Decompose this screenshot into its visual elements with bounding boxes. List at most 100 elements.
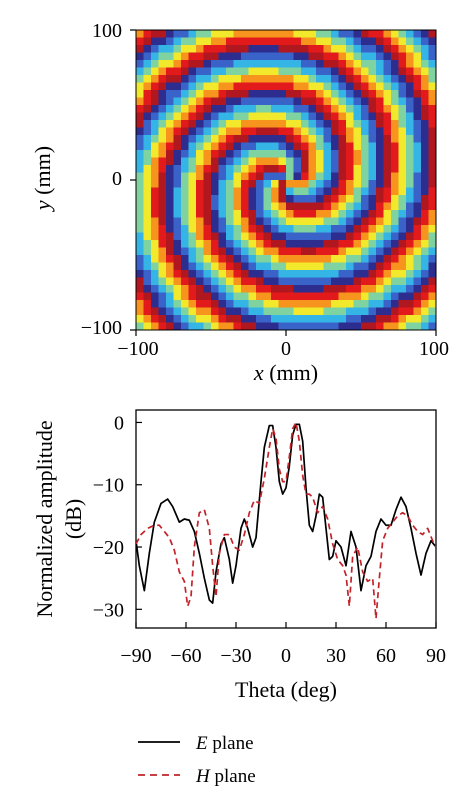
heatmap-cell [383,255,392,263]
heatmap-cell [413,187,422,196]
heatmap-cell [338,82,347,91]
heatmap-cell [278,210,287,218]
heatmap-cell [301,195,309,203]
heatmap-cell [421,210,429,218]
heatmap-cell [188,37,197,46]
heatmap-cell [361,292,369,301]
heatmap-cell [233,150,242,158]
heatmap-cell [136,285,144,293]
heatmap-cell [196,82,204,91]
heatmap-cell [143,322,152,331]
heatmap-cell [293,285,302,293]
heatmap-cell [428,322,437,331]
heatmap-cell [346,52,354,61]
heatmap-cell [233,180,242,188]
heatmap-cell [136,307,144,316]
heatmap-cell [383,172,392,181]
heatmap-cell [256,322,264,331]
heatmap-cell [256,150,264,158]
heatmap-cell [271,37,279,46]
heatmap-cell [196,52,204,61]
heatmap-cell [151,112,159,121]
heatmap-cell [323,75,332,83]
heatmap-cell [143,97,152,106]
heatmap-cell [398,60,407,68]
heatmap-cell [353,225,362,233]
heatmap-cell [218,60,227,68]
heatmap-cell [278,67,287,76]
heatmap-cell [196,165,204,173]
heatmap-cell [391,127,399,136]
heatmap-cell [413,322,422,331]
heatmap-cell [203,232,212,241]
heatmap-cell [263,157,272,166]
heatmap-cell [233,45,242,53]
heatmap-cell [376,195,384,203]
heatmap-cell [188,277,197,286]
heatmap-cell [278,247,287,256]
heatmap-cell [286,90,294,98]
heatmap-cell [406,270,414,278]
heatmap-cell [301,45,309,53]
heatmap-cell [278,30,287,38]
heatmap-cell [323,142,332,151]
heatmap-cell [158,37,167,46]
heatmap-cell [406,165,414,173]
heatmap-cell [166,180,174,188]
heatmap-cell [271,225,279,233]
heatmap-cell [368,157,377,166]
heatmap-cell [173,30,182,38]
heatmap-cell [136,270,144,278]
heatmap-cell [196,90,204,98]
heatmap-cell [286,37,294,46]
heatmap-cell [256,165,264,173]
heatmap-cell [248,75,257,83]
heatmap-cell [421,75,429,83]
heatmap-cell [226,195,234,203]
heatmap-cell [256,315,264,323]
heatmap-cell [301,240,309,248]
heatmap-cell [353,112,362,121]
heatmap-cell [301,247,309,256]
heatmap-cell [286,232,294,241]
heatmap-cell [173,240,182,248]
heatmap-cell [383,202,392,211]
heatmap-cell [181,217,189,226]
heatmap-cell [421,45,429,53]
heatmap-cell [406,97,414,106]
heatmap-cell [338,247,347,256]
heatmap-cell [151,255,159,263]
heatmap-cell [398,97,407,106]
heatmap-cell [226,157,234,166]
heatmap-cell [241,172,249,181]
heatmap-cell [383,165,392,173]
heatmap-cell [248,150,257,158]
heatmap-cell [368,52,377,61]
heatmap-cell [203,277,212,286]
heatmap-cell [346,187,354,196]
heatmap-cell [346,150,354,158]
heatmap-cell [301,142,309,151]
heatmap-cell [196,135,204,143]
heatmap-cell [158,142,167,151]
heatmap-cell [361,112,369,121]
heatmap-cell [308,157,317,166]
heatmap-cell [413,157,422,166]
heatmap-cell [181,225,189,233]
heatmap-cell [286,300,294,308]
heatmap-cell [196,45,204,53]
heatmap-cell [376,247,384,256]
heatmap-cell [353,277,362,286]
heatmap-cell [428,157,437,166]
heatmap-cell [413,300,422,308]
heatmap-cell [406,75,414,83]
heatmap-cell [316,187,324,196]
heatmap-cell [428,202,437,211]
heatmap-cell [286,157,294,166]
heatmap-cell [181,37,189,46]
heatmap-cell [421,90,429,98]
heatmap-cell [413,277,422,286]
heatmap-cell [428,105,437,113]
heatmap-cell [211,127,219,136]
heatmap-cell [421,60,429,68]
